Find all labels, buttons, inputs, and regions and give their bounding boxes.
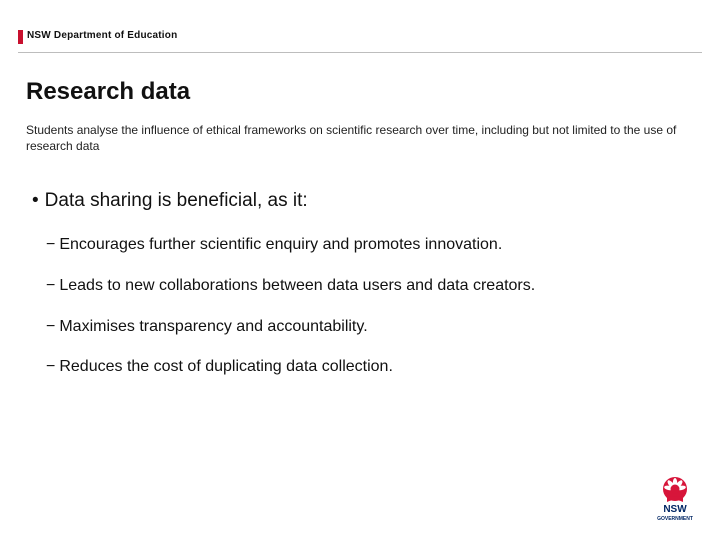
sub-bullet-item: −Maximises transparency and accountabili… (46, 317, 690, 338)
sub-bullet-text: Maximises transparency and accountabilit… (59, 318, 367, 335)
bullet-text: Data sharing is beneficial, as it: (45, 190, 308, 211)
sub-bullet-text: Leads to new collaborations between data… (59, 277, 535, 294)
nsw-government-logo-icon: NSW GOVERNMENT (652, 474, 698, 522)
sub-bullet-list: −Encourages further scientific enquiry a… (46, 235, 690, 398)
sub-bullet-text: Encourages further scientific enquiry an… (59, 236, 502, 253)
dash-icon: − (46, 357, 55, 378)
subtitle-text: Students analyse the influence of ethica… (26, 122, 690, 154)
dash-icon: − (46, 317, 55, 338)
dash-icon: − (46, 235, 55, 256)
slide: NSW Department of Education Research dat… (0, 0, 720, 540)
department-label: NSW Department of Education (27, 30, 177, 41)
waratah-icon (663, 477, 687, 502)
logo-government-text: GOVERNMENT (657, 516, 693, 522)
logo-nsw-text: NSW (663, 504, 687, 515)
bullet-marker: • (32, 190, 39, 212)
sub-bullet-item: −Encourages further scientific enquiry a… (46, 235, 690, 256)
page-title: Research data (26, 78, 190, 106)
sub-bullet-item: −Leads to new collaborations between dat… (46, 276, 690, 297)
horizontal-rule (18, 52, 702, 53)
dash-icon: − (46, 276, 55, 297)
sub-bullet-text: Reduces the cost of duplicating data col… (59, 358, 393, 375)
sub-bullet-item: −Reduces the cost of duplicating data co… (46, 357, 690, 378)
accent-bar (18, 30, 23, 44)
bullet-level-1: • Data sharing is beneficial, as it: (32, 190, 308, 212)
